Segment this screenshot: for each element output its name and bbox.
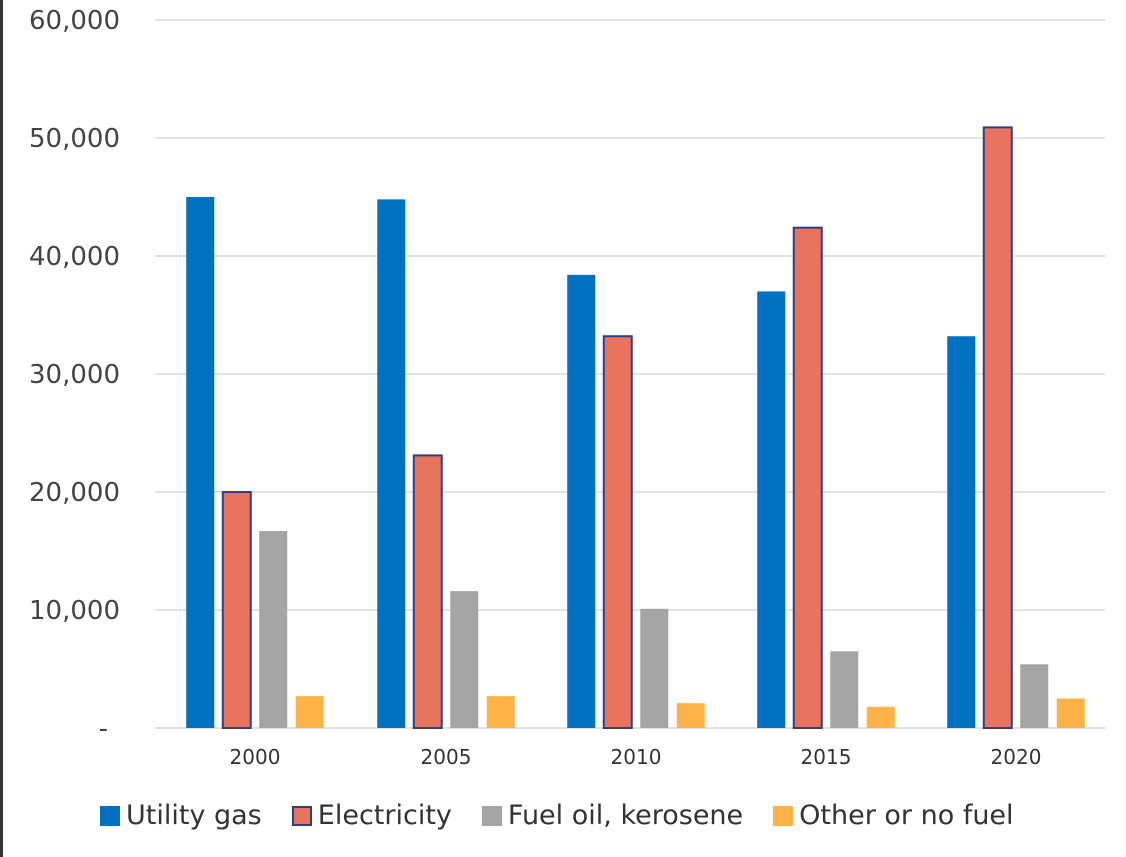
bars <box>186 126 1085 729</box>
bar-fuel-oil-kerosene-2020 <box>1020 664 1049 728</box>
bar-electricity-2005 <box>412 454 443 729</box>
legend-swatch <box>481 805 502 826</box>
bar-other-or-no-fuel-2020 <box>1056 698 1085 728</box>
x-tick-label: 2000 <box>230 745 281 769</box>
legend-label: Utility gas <box>126 800 262 831</box>
y-tick-label: - <box>99 714 108 744</box>
bar-utility-gas-2020 <box>947 336 976 728</box>
y-tick-label: 20,000 <box>29 478 120 508</box>
bar-other-or-no-fuel-2010 <box>676 703 705 728</box>
bar-utility-gas-2010 <box>567 274 596 728</box>
bar-fuel-oil-kerosene-2000 <box>259 530 288 728</box>
bar-other-or-no-fuel-2005 <box>486 696 515 728</box>
y-tick-label: 50,000 <box>29 124 120 154</box>
legend-swatch <box>100 805 120 826</box>
legend-item: Utility gas <box>100 800 262 831</box>
bar-utility-gas-2000 <box>186 197 215 728</box>
y-tick-label: 60,000 <box>29 6 120 36</box>
bar-fuel-oil-kerosene-2015 <box>830 651 859 728</box>
bar-other-or-no-fuel-2015 <box>866 706 895 728</box>
y-tick-label: 40,000 <box>29 242 120 272</box>
bar-utility-gas-2005 <box>377 199 406 729</box>
y-tick-label: 30,000 <box>29 360 120 390</box>
bar-other-or-no-fuel-2000 <box>295 696 324 728</box>
legend-label: Fuel oil, kerosene <box>507 800 744 831</box>
x-tick-label: 2010 <box>611 745 662 769</box>
bar-utility-gas-2015 <box>757 291 786 728</box>
bar-electricity-2015 <box>792 226 823 729</box>
x-axis-ticks: 2000 2005 2010 2015 2020 <box>230 745 1042 769</box>
legend-item: Fuel oil, kerosene <box>481 800 744 831</box>
legend-swatch <box>291 805 312 826</box>
legend-item: Other or no fuel <box>773 800 1014 831</box>
legend-item: Electricity <box>291 800 452 831</box>
legend-label: Electricity <box>317 800 452 831</box>
gridlines <box>155 19 1105 729</box>
bar-electricity-2010 <box>602 335 633 729</box>
legend-swatch <box>773 805 794 826</box>
bar-electricity-2000 <box>221 491 252 729</box>
y-tick-label: 10,000 <box>29 596 120 626</box>
left-border <box>0 0 3 857</box>
bar-fuel-oil-kerosene-2005 <box>450 591 479 728</box>
x-tick-label: 2015 <box>801 745 852 769</box>
x-tick-label: 2005 <box>421 745 472 769</box>
legend-label: Other or no fuel <box>799 800 1014 831</box>
y-axis-ticks: - 10,000 20,000 30,000 40,000 50,000 60,000 <box>29 6 120 744</box>
legend: Utility gas Electricity Fuel oil, kerosene… <box>100 800 1044 831</box>
x-tick-label: 2020 <box>991 745 1042 769</box>
bar-electricity-2020 <box>982 126 1013 729</box>
bar-fuel-oil-kerosene-2010 <box>640 608 669 728</box>
